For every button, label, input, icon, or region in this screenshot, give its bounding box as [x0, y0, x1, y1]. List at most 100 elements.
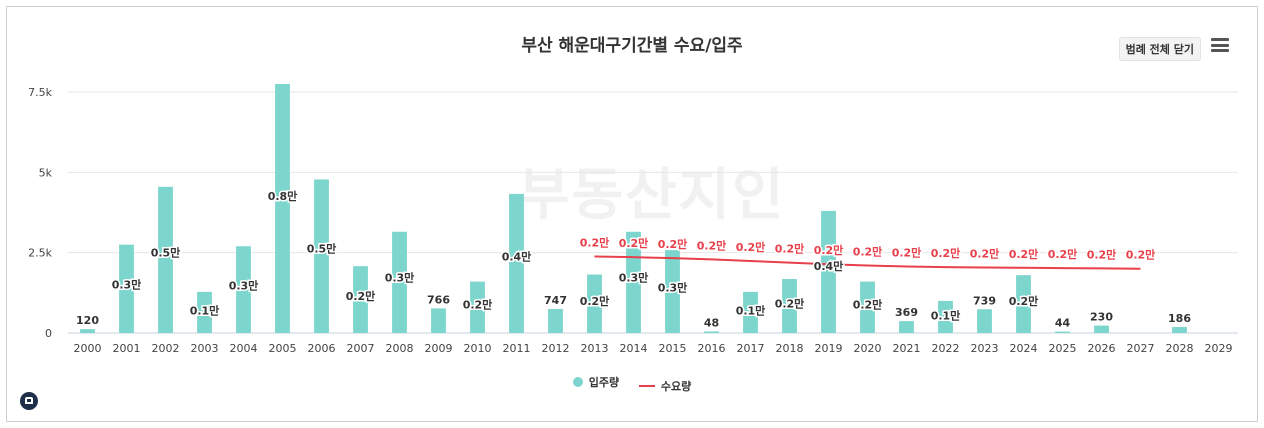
line-data-label: 0.2만 [1087, 247, 1117, 261]
x-tick-label: 2028 [1166, 342, 1194, 355]
x-tick-label: 2025 [1049, 342, 1077, 355]
bar-data-label: 0.8만 [268, 189, 298, 203]
bar [704, 331, 719, 333]
bar [665, 250, 680, 333]
x-tick-label: 2018 [776, 342, 804, 355]
line-data-label: 0.2만 [931, 246, 961, 260]
x-tick-label: 2008 [386, 342, 414, 355]
bar-data-label: 48 [704, 316, 719, 329]
y-tick-label: 5k [39, 166, 53, 179]
x-tick-label: 2005 [269, 342, 297, 355]
x-tick-label: 2027 [1127, 342, 1155, 355]
x-tick-label: 2011 [503, 342, 531, 355]
x-tick-label: 2007 [347, 342, 375, 355]
x-tick-label: 2009 [425, 342, 453, 355]
demand-line [594, 255, 1141, 270]
y-tick-label: 2.5k [28, 247, 52, 260]
bar-data-label: 120 [76, 314, 99, 327]
line-data-label: 0.2만 [775, 242, 805, 256]
bar-data-label: 0.2만 [1009, 294, 1039, 308]
bar-data-label: 0.2만 [775, 296, 805, 310]
bar [977, 309, 992, 333]
bar-data-label: 739 [973, 294, 996, 307]
bar [1016, 275, 1031, 333]
chart-container: 부산 해운대구기간별 수요/입주 범례 전체 닫기 [6, 6, 1258, 422]
line-data-label: 0.2만 [619, 236, 649, 250]
bar-data-label: 186 [1168, 312, 1191, 325]
bar-data-label: 230 [1090, 311, 1113, 324]
line-data-label: 0.2만 [736, 240, 766, 254]
x-tick-label: 2026 [1088, 342, 1116, 355]
bar-data-label: 369 [895, 306, 918, 319]
line-data-label: 0.2만 [1009, 247, 1039, 261]
legend-item-move-in[interactable]: 입주량 [572, 374, 620, 390]
bar [782, 279, 797, 333]
line-data-label: 0.2만 [892, 245, 922, 259]
legend-label-move-in: 입주량 [588, 376, 620, 389]
legend-toggle-button[interactable]: 범례 전체 닫기 [1118, 37, 1201, 61]
bar [431, 308, 446, 333]
bar-data-label: 0.2만 [580, 294, 610, 308]
bar-data-label: 0.3만 [658, 280, 688, 294]
x-tick-label: 2012 [542, 342, 570, 355]
bar [821, 210, 836, 333]
x-tick-label: 2000 [74, 342, 102, 355]
bar [1172, 327, 1187, 333]
bar [275, 84, 290, 333]
line-data-label: 0.2만 [814, 243, 844, 257]
x-tick-label: 2016 [698, 342, 726, 355]
legend-label-demand: 수요량 [660, 380, 692, 393]
bar-data-label: 0.5만 [151, 246, 181, 260]
bar [860, 281, 875, 333]
y-tick-label: 7.5k [28, 86, 52, 99]
x-tick-label: 2003 [191, 342, 219, 355]
bar-data-label: 766 [427, 293, 450, 306]
house-logo-icon[interactable] [20, 392, 38, 410]
line-data-label: 0.2만 [1126, 248, 1156, 262]
bar [1055, 331, 1070, 333]
x-tick-label: 2020 [854, 342, 882, 355]
bar [587, 274, 602, 333]
x-tick-label: 2002 [152, 342, 180, 355]
bar [80, 329, 95, 333]
bar [1094, 325, 1109, 333]
x-tick-label: 2017 [737, 342, 765, 355]
bar [236, 246, 251, 333]
bar [197, 291, 212, 333]
line-data-label: 0.2만 [580, 236, 610, 250]
legend-line-icon [638, 385, 655, 387]
x-tick-label: 2006 [308, 342, 336, 355]
bar-data-label: 0.2만 [346, 289, 376, 303]
bar-data-label: 0.3만 [112, 277, 142, 291]
legend-dot-icon [572, 377, 583, 387]
bar [392, 231, 407, 333]
bar [509, 193, 524, 333]
bar-data-label: 0.3만 [229, 278, 259, 292]
line-data-label: 0.2만 [970, 246, 1000, 260]
bar-data-label: 0.1만 [931, 308, 961, 322]
x-tick-label: 2022 [932, 342, 960, 355]
line-data-label: 0.2만 [1048, 247, 1078, 261]
x-tick-label: 2004 [230, 342, 258, 355]
line-data-label: 0.2만 [658, 237, 688, 251]
bar [470, 281, 485, 333]
x-tick-label: 2029 [1205, 342, 1233, 355]
x-tick-label: 2015 [659, 342, 687, 355]
legend-item-demand[interactable]: 수요량 [638, 378, 692, 394]
bar [743, 291, 758, 333]
chart-title: 부산 해운대구기간별 수요/입주 [521, 36, 743, 56]
bar [314, 179, 329, 333]
bar [353, 266, 368, 333]
x-tick-label: 2019 [815, 342, 843, 355]
bar-data-label: 0.1만 [190, 303, 220, 317]
watermark: 부동산지인 [518, 163, 786, 228]
bar-data-label: 0.4만 [502, 249, 532, 263]
x-tick-label: 2024 [1010, 342, 1038, 355]
x-tick-label: 2023 [971, 342, 999, 355]
hamburger-menu-icon[interactable] [1211, 38, 1229, 52]
bar-data-label: 44 [1055, 317, 1071, 330]
x-tick-label: 2001 [113, 342, 141, 355]
bar-data-label: 0.2만 [853, 298, 883, 312]
y-tick-label: 0 [45, 327, 52, 340]
